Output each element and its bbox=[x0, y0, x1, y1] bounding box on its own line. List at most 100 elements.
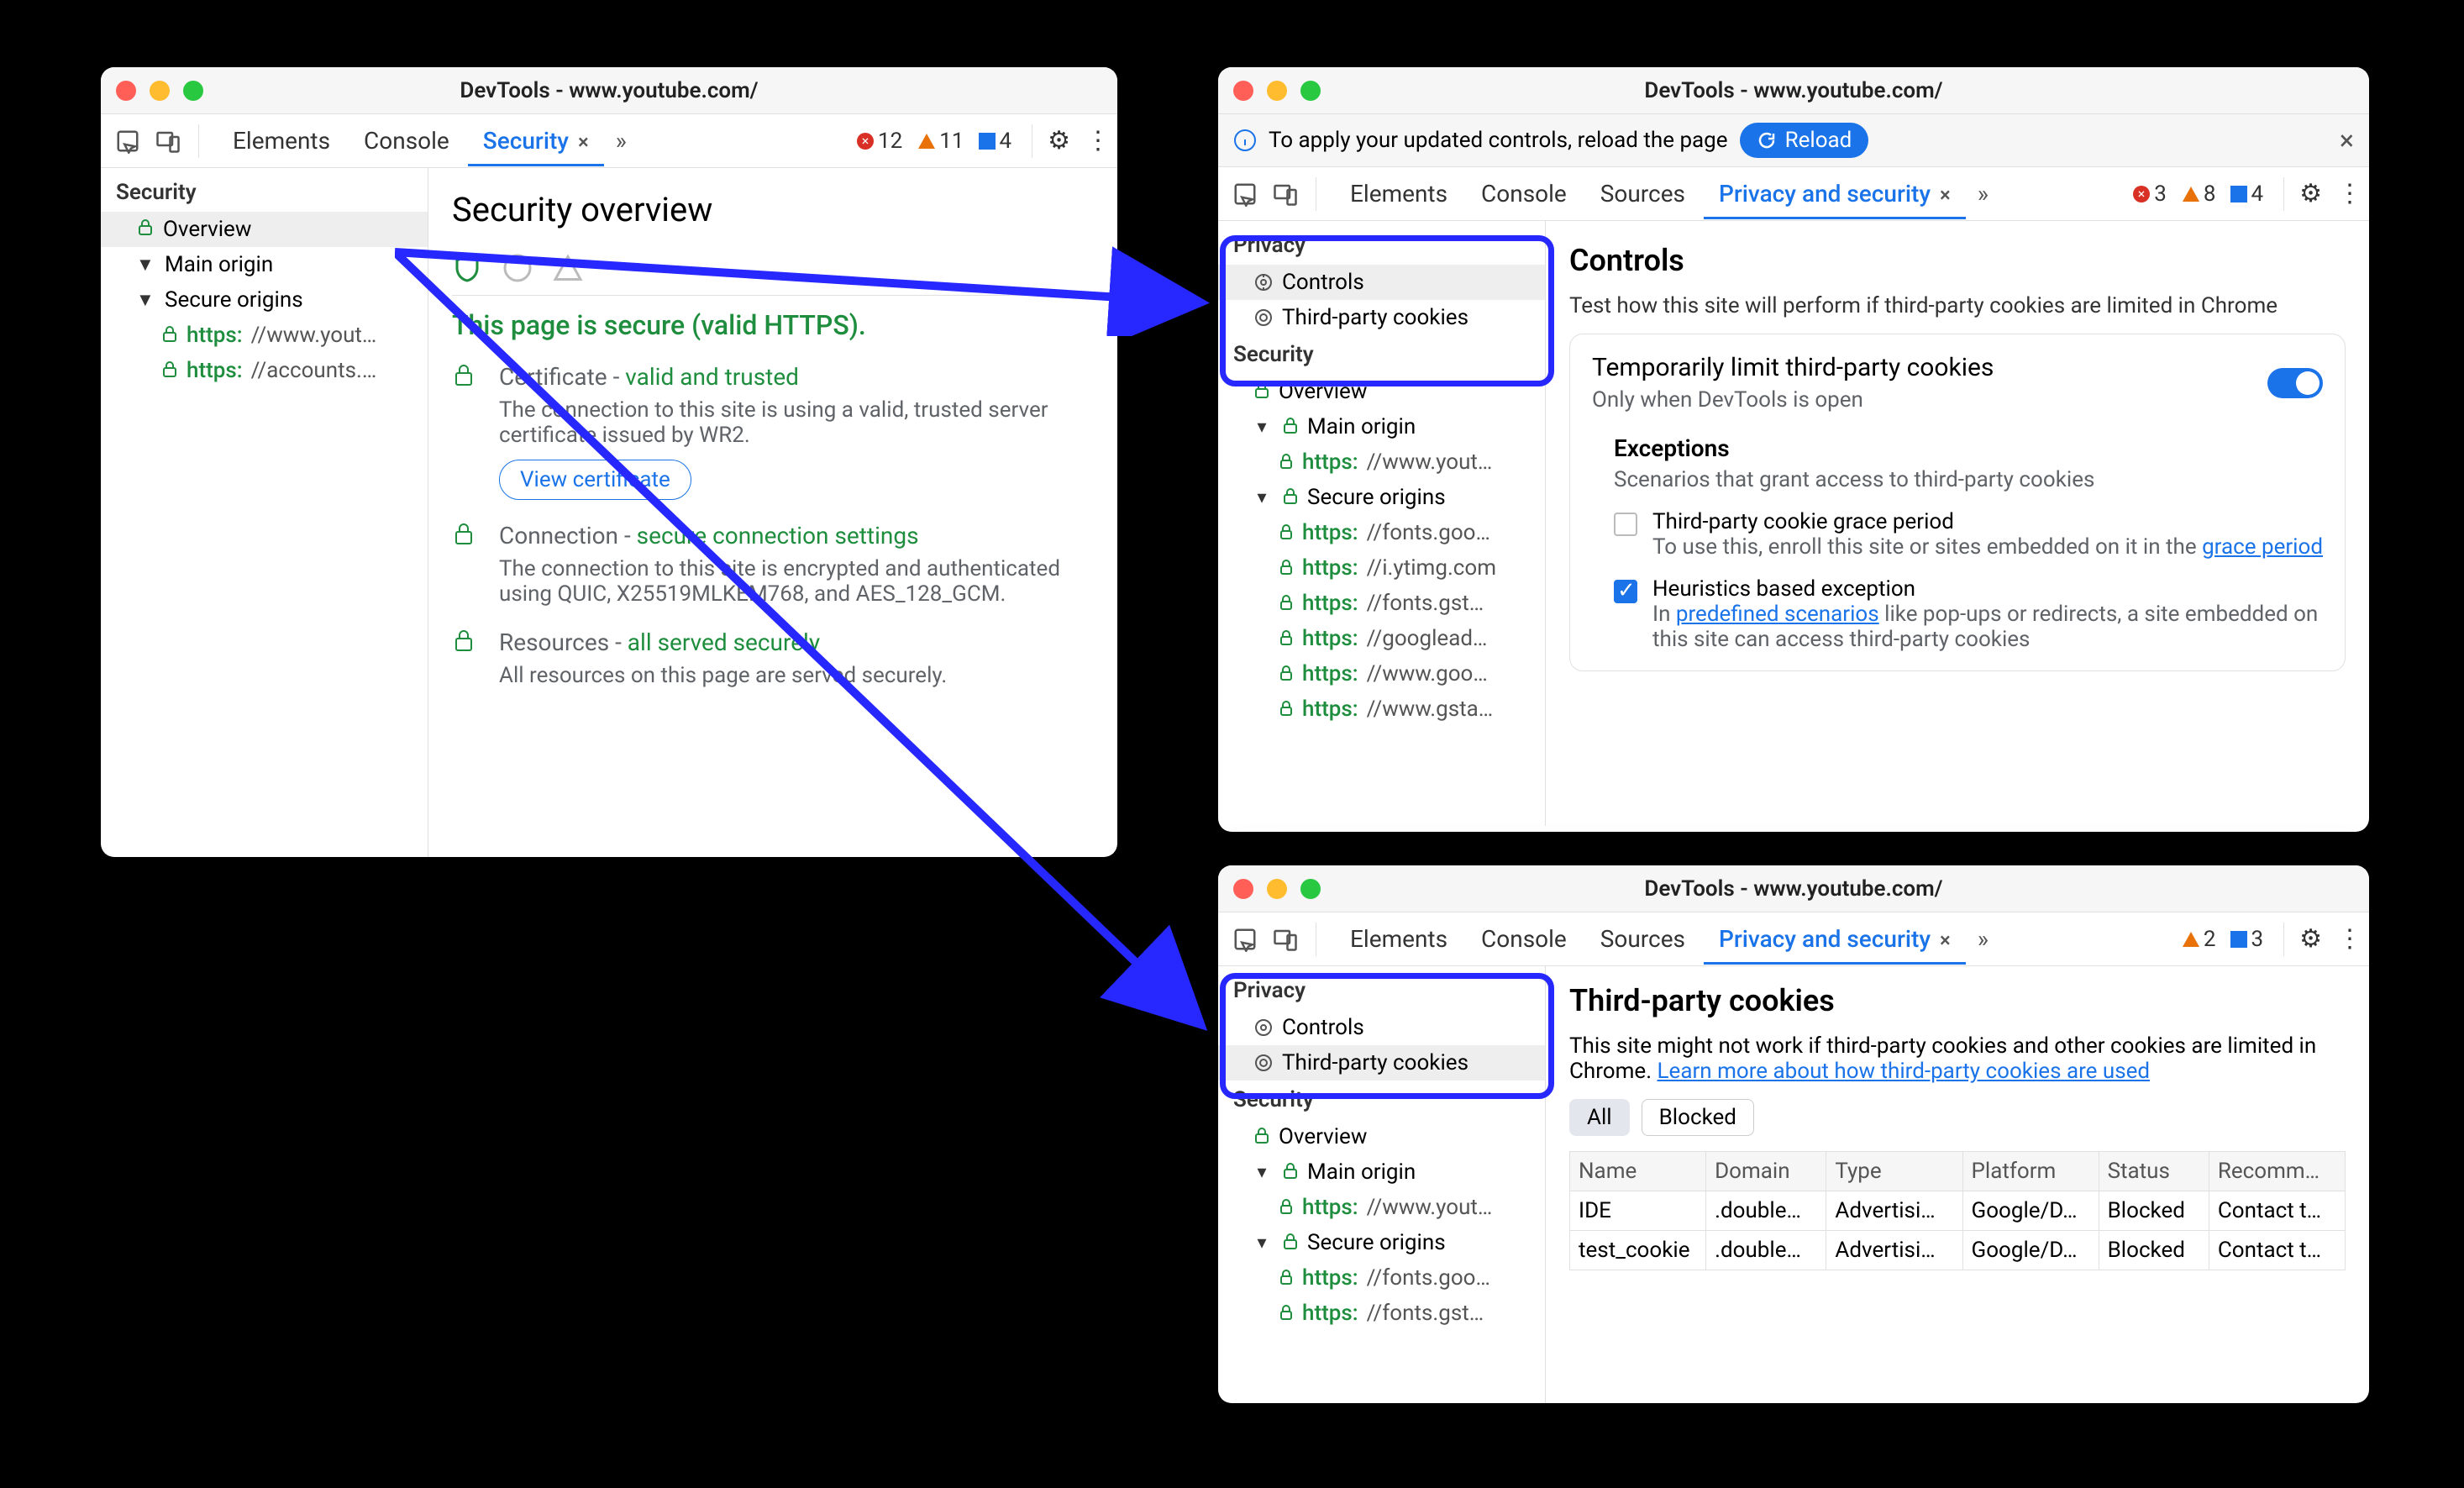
grace-period-link[interactable]: grace period bbox=[2202, 534, 2323, 560]
table-header[interactable]: Recomm… bbox=[2209, 1152, 2345, 1191]
sidebar-origin[interactable]: https://fonts.gst… bbox=[1218, 586, 1545, 621]
sidebar-item-main-origin[interactable]: ▾Main origin bbox=[1218, 1154, 1545, 1190]
warning-count[interactable]: 2 bbox=[2177, 927, 2221, 952]
close-icon[interactable]: × bbox=[2340, 124, 2354, 156]
close-dot[interactable] bbox=[1233, 879, 1253, 899]
more-tabs-icon[interactable]: » bbox=[1969, 180, 1997, 208]
kebab-icon[interactable]: ⋮ bbox=[2337, 924, 2361, 954]
close-icon[interactable]: × bbox=[1940, 183, 1951, 207]
gear-icon[interactable]: ⚙ bbox=[1048, 126, 1070, 155]
tab-privacy-security[interactable]: Privacy and security × bbox=[1704, 168, 1966, 219]
tab-console[interactable]: Console bbox=[1466, 168, 1582, 219]
table-header[interactable]: Platform bbox=[1962, 1152, 2099, 1191]
sidebar-origin[interactable]: https://www.yout… bbox=[1218, 444, 1545, 480]
gear-icon[interactable]: ⚙ bbox=[2299, 179, 2322, 208]
sidebar-item-main-origin[interactable]: ▾Main origin bbox=[1218, 409, 1545, 444]
status-counters[interactable]: 2 3 ⚙ ⋮ bbox=[2177, 923, 2361, 956]
sidebar-item-third-party[interactable]: Third-party cookies bbox=[1218, 300, 1545, 335]
gear-icon[interactable]: ⚙ bbox=[2299, 924, 2322, 954]
sidebar-item-third-party[interactable]: Third-party cookies bbox=[1218, 1045, 1545, 1081]
warning-count[interactable]: 8 bbox=[2177, 181, 2221, 207]
minimize-dot[interactable] bbox=[1267, 879, 1287, 899]
tab-console[interactable]: Console bbox=[349, 115, 465, 166]
sidebar-item-overview[interactable]: Overview bbox=[1218, 374, 1545, 409]
tab-elements[interactable]: Elements bbox=[1335, 913, 1463, 965]
issue-count[interactable]: 4 bbox=[974, 129, 1017, 154]
inspect-icon[interactable] bbox=[1227, 176, 1264, 213]
traffic-lights[interactable] bbox=[1233, 879, 1321, 899]
table-row[interactable]: test_cookie.double…Advertisi…Google/D…Bl… bbox=[1570, 1231, 2346, 1270]
view-certificate-button[interactable]: View certificate bbox=[499, 460, 691, 500]
sidebar-origin[interactable]: https://fonts.goo… bbox=[1218, 1260, 1545, 1296]
tab-elements[interactable]: Elements bbox=[1335, 168, 1463, 219]
table-header[interactable]: Domain bbox=[1706, 1152, 1826, 1191]
table-row[interactable]: IDE.double…Advertisi…Google/D…BlockedCon… bbox=[1570, 1191, 2346, 1231]
close-icon[interactable]: × bbox=[578, 130, 589, 154]
kebab-icon[interactable]: ⋮ bbox=[1085, 126, 1109, 155]
inspect-icon[interactable] bbox=[1227, 921, 1264, 958]
more-tabs-icon[interactable]: » bbox=[1969, 925, 1997, 953]
status-counters[interactable]: ×3 8 4 ⚙ ⋮ bbox=[2127, 177, 2361, 211]
sidebar-origin[interactable]: https://accounts.… bbox=[101, 353, 428, 388]
sidebar-item-main-origin[interactable]: ▼Main origin bbox=[101, 247, 428, 282]
sidebar-origin[interactable]: https://www.goo… bbox=[1218, 656, 1545, 691]
status-counters[interactable]: ×12 11 4 ⚙ ⋮ bbox=[851, 124, 1109, 158]
grace-checkbox[interactable] bbox=[1614, 513, 1637, 536]
sidebar-item-overview[interactable]: Overview bbox=[101, 212, 428, 247]
exceptions-heading: Exceptions bbox=[1614, 434, 2323, 462]
inspect-icon[interactable] bbox=[109, 123, 146, 160]
close-dot[interactable] bbox=[1233, 81, 1253, 101]
issue-count[interactable]: 3 bbox=[2225, 927, 2268, 952]
issue-count[interactable]: 4 bbox=[2225, 181, 2268, 207]
warning-count[interactable]: 11 bbox=[912, 129, 969, 154]
minimize-dot[interactable] bbox=[1267, 81, 1287, 101]
more-tabs-icon[interactable]: » bbox=[607, 127, 635, 155]
sidebar-origin[interactable]: https://www.yout… bbox=[1218, 1190, 1545, 1225]
sidebar-item-controls[interactable]: Controls bbox=[1218, 1010, 1545, 1045]
device-toolbar-icon[interactable] bbox=[1267, 176, 1304, 213]
sidebar-item-overview[interactable]: Overview bbox=[1218, 1119, 1545, 1154]
error-count[interactable]: ×3 bbox=[2127, 181, 2172, 207]
kebab-icon[interactable]: ⋮ bbox=[2337, 179, 2361, 208]
tab-console[interactable]: Console bbox=[1466, 913, 1582, 965]
traffic-lights[interactable] bbox=[1233, 81, 1321, 101]
sidebar-header-security: Security bbox=[1218, 335, 1545, 374]
filter-blocked[interactable]: Blocked bbox=[1642, 1099, 1754, 1136]
zoom-dot[interactable] bbox=[183, 81, 203, 101]
table-header[interactable]: Status bbox=[2099, 1152, 2209, 1191]
tab-privacy-security[interactable]: Privacy and security × bbox=[1704, 913, 1966, 965]
sidebar-origin[interactable]: https://i.ytimg.com bbox=[1218, 550, 1545, 586]
reload-button[interactable]: Reload bbox=[1740, 123, 1869, 158]
device-toolbar-icon[interactable] bbox=[1267, 921, 1304, 958]
close-icon[interactable]: × bbox=[1940, 928, 1951, 952]
sidebar-item-controls[interactable]: Controls bbox=[1218, 265, 1545, 300]
lock-icon bbox=[1279, 1265, 1294, 1291]
tab-sources[interactable]: Sources bbox=[1585, 913, 1700, 965]
limit-cookies-toggle[interactable] bbox=[2267, 368, 2323, 398]
learn-more-link[interactable]: Learn more about how third-party cookies… bbox=[1658, 1059, 2151, 1084]
sidebar-item-secure-origins[interactable]: ▾Secure origins bbox=[1218, 1225, 1545, 1260]
lock-icon bbox=[1253, 1124, 1270, 1149]
zoom-dot[interactable] bbox=[1300, 81, 1321, 101]
sidebar-origin[interactable]: https://www.yout… bbox=[101, 318, 428, 353]
heuristics-checkbox[interactable] bbox=[1614, 580, 1637, 603]
tab-security[interactable]: Security × bbox=[468, 115, 604, 166]
predefined-scenarios-link[interactable]: predefined scenarios bbox=[1676, 602, 1879, 627]
sidebar-origin[interactable]: https://googlead… bbox=[1218, 621, 1545, 656]
sidebar-item-secure-origins[interactable]: ▼Secure origins bbox=[101, 282, 428, 318]
device-toolbar-icon[interactable] bbox=[150, 123, 187, 160]
traffic-lights[interactable] bbox=[116, 81, 203, 101]
zoom-dot[interactable] bbox=[1300, 879, 1321, 899]
sidebar-origin[interactable]: https://fonts.gst… bbox=[1218, 1296, 1545, 1331]
tab-sources[interactable]: Sources bbox=[1585, 168, 1700, 219]
table-header[interactable]: Type bbox=[1826, 1152, 1962, 1191]
sidebar-origin[interactable]: https://www.gsta… bbox=[1218, 691, 1545, 727]
tab-elements[interactable]: Elements bbox=[218, 115, 345, 166]
close-dot[interactable] bbox=[116, 81, 136, 101]
minimize-dot[interactable] bbox=[150, 81, 170, 101]
table-header[interactable]: Name bbox=[1570, 1152, 1706, 1191]
error-count[interactable]: ×12 bbox=[851, 129, 907, 154]
filter-all[interactable]: All bbox=[1569, 1099, 1630, 1136]
sidebar-item-secure-origins[interactable]: ▾Secure origins bbox=[1218, 480, 1545, 515]
sidebar-origin[interactable]: https://fonts.goo… bbox=[1218, 515, 1545, 550]
